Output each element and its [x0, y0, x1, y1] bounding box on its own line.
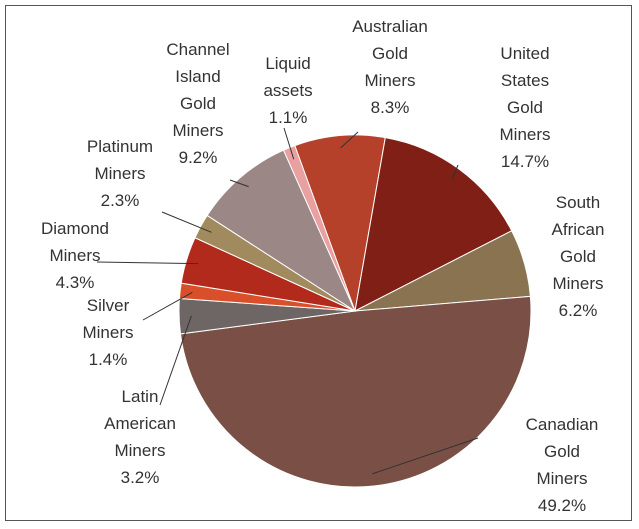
- slice-label: South African Gold Miners 6.2%: [552, 189, 605, 324]
- value-label: 1.4%: [88, 350, 128, 369]
- pie-slice: [354, 137, 513, 312]
- slice-label: Diamond Miners 4.3%: [41, 215, 109, 296]
- value-label: 14.7%: [500, 152, 550, 171]
- leader-line: [283, 127, 295, 160]
- category-label: Liquid assets: [263, 54, 313, 100]
- leader-line: [142, 291, 193, 321]
- category-label: Australian Gold Miners: [352, 17, 428, 90]
- slice-label: Silver Miners 1.4%: [82, 292, 133, 373]
- chart-frame: [5, 5, 632, 521]
- category-label: Platinum Miners: [86, 137, 154, 183]
- category-label: Latin American Miners: [104, 387, 176, 460]
- leader-line: [159, 315, 192, 406]
- category-label: Diamond Miners: [40, 219, 110, 265]
- category-label: Silver Miners: [82, 296, 134, 342]
- slice-label: Australian Gold Miners 8.3%: [352, 13, 428, 121]
- value-label: 3.2%: [120, 468, 160, 487]
- value-label: 6.2%: [558, 301, 598, 320]
- slice-label: Liquid assets 1.1%: [263, 50, 312, 131]
- value-label: 1.1%: [268, 108, 308, 127]
- category-label: South African Gold Miners: [551, 193, 605, 293]
- pie-slice: [179, 295, 532, 488]
- leader-line: [161, 211, 212, 233]
- slice-label: Channel Island Gold Miners 9.2%: [166, 36, 229, 171]
- pie-slice: [282, 144, 356, 312]
- leader-line: [451, 164, 459, 180]
- pie-slice: [206, 149, 357, 313]
- value-label: 8.3%: [370, 98, 410, 117]
- value-label: 49.2%: [537, 496, 587, 515]
- slice-label: Platinum Miners 2.3%: [87, 133, 153, 214]
- leader-line: [340, 131, 359, 149]
- leader-line: [96, 261, 199, 265]
- category-label: Channel Island Gold Miners: [166, 40, 230, 140]
- leader-line: [229, 179, 249, 188]
- leader-line: [372, 437, 479, 475]
- slice-label: Canadian Gold Miners 49.2%: [526, 411, 599, 519]
- value-label: 4.3%: [55, 273, 95, 292]
- value-label: 2.3%: [100, 191, 140, 210]
- value-label: 9.2%: [178, 148, 218, 167]
- category-label: Canadian Gold Miners: [525, 415, 599, 488]
- slice-label: Latin American Miners 3.2%: [104, 383, 176, 491]
- category-label: United States Gold Miners: [499, 44, 551, 144]
- slice-label: United States Gold Miners 14.7%: [500, 40, 551, 175]
